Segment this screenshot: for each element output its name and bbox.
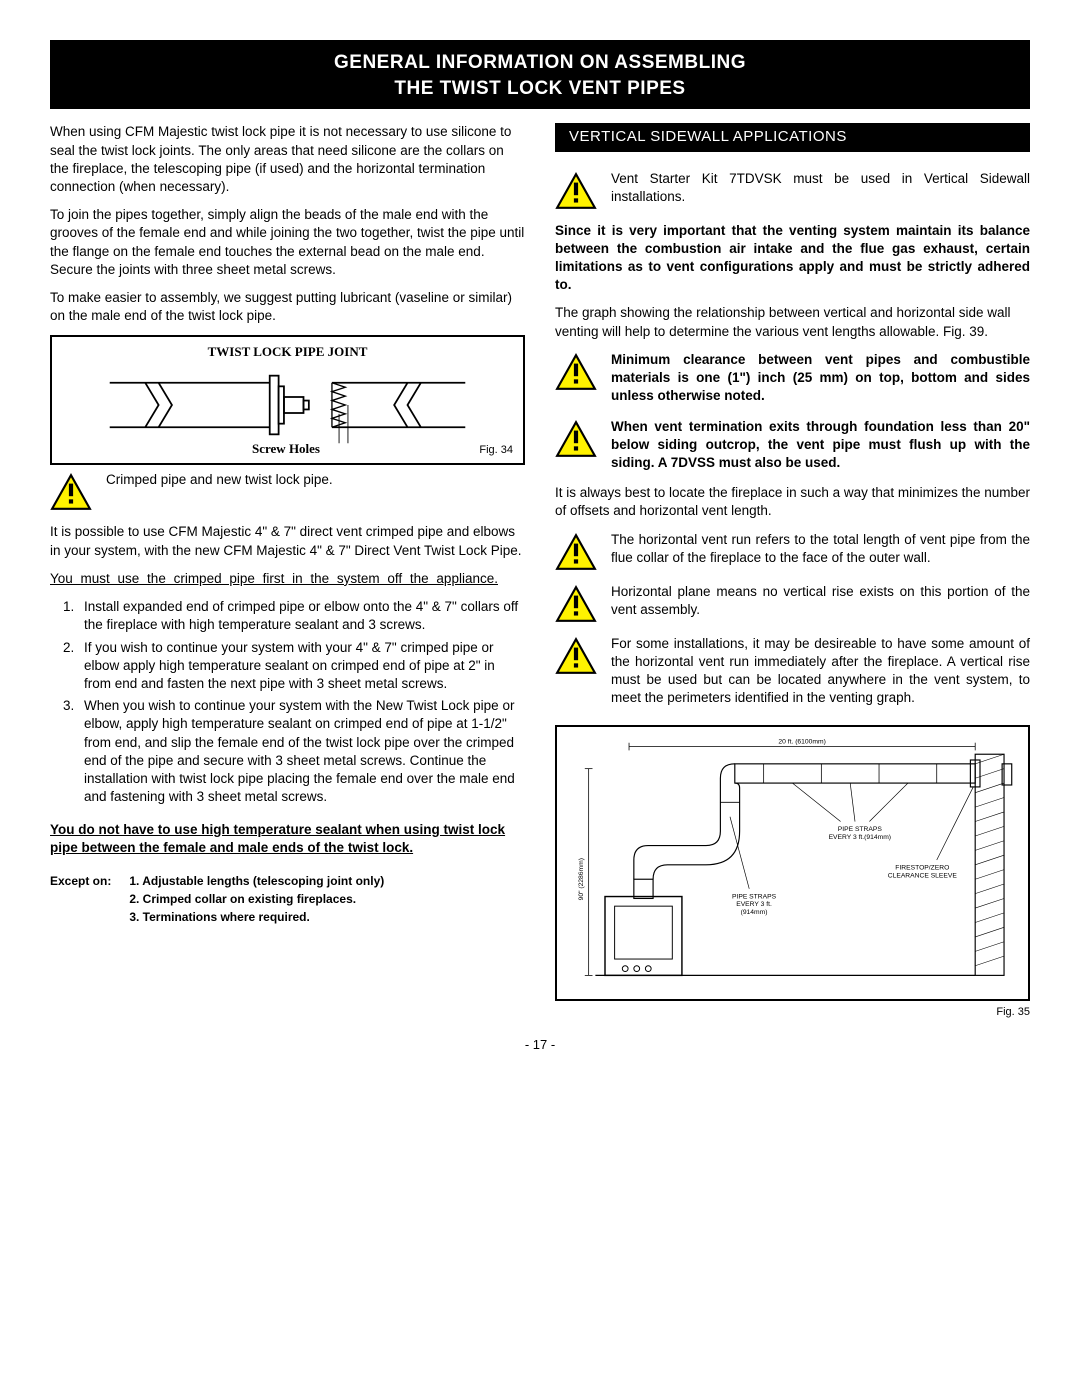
page-number: - 17 - xyxy=(50,1036,1030,1054)
svg-text:PIPE STRAPS: PIPE STRAPS xyxy=(838,827,883,834)
warning-icon xyxy=(555,420,597,458)
warning-text: The horizontal vent run refers to the to… xyxy=(611,531,1030,567)
svg-text:(914mm): (914mm) xyxy=(741,909,768,916)
warning-text: For some installations, it may be desire… xyxy=(611,635,1030,708)
diag-top-dim: 20 ft. (6100mm) xyxy=(778,739,825,746)
body-text-underline: You must use the crimped pipe first in t… xyxy=(50,570,525,588)
title-line-1: GENERAL INFORMATION ON ASSEMBLING xyxy=(334,52,746,73)
body-text-bold-underline: You do not have to use high temperature … xyxy=(50,821,525,857)
warning-icon xyxy=(50,473,92,511)
figure-34-label: Fig. 34 xyxy=(479,443,513,458)
svg-text:PIPE STRAPS: PIPE STRAPS xyxy=(732,894,777,901)
diagram-title: TWIST LOCK PIPE JOINT xyxy=(58,343,517,361)
figure-35-label: Fig. 35 xyxy=(555,1005,1030,1020)
list-item: If you wish to continue your system with… xyxy=(78,639,525,694)
except-item: 1. Adjustable lengths (telescoping joint… xyxy=(129,873,384,889)
warning-text: When vent termination exits through foun… xyxy=(611,418,1030,473)
warning-icon xyxy=(555,353,597,391)
svg-text:CLEARANCE SLEEVE: CLEARANCE SLEEVE xyxy=(888,873,958,880)
except-item: 2. Crimped collar on existing fireplaces… xyxy=(129,891,384,907)
vertical-sidewall-header: VERTICAL SIDEWALL APPLICATIONS xyxy=(555,123,1030,151)
screw-holes-label: Screw Holes xyxy=(252,440,320,458)
vent-routing-diagram: 20 ft. (6100mm) 90" (2286mm) xyxy=(555,725,1030,1000)
warning-text: Crimped pipe and new twist lock pipe. xyxy=(106,471,525,489)
twist-lock-diagram: TWIST LOCK PIPE JOINT xyxy=(50,335,525,465)
exception-block: Except on: 1. Adjustable lengths (telesc… xyxy=(50,873,525,926)
warning-icon xyxy=(555,585,597,623)
vent-routing-svg: 20 ft. (6100mm) 90" (2286mm) xyxy=(565,735,1020,985)
body-text: When using CFM Majestic twist lock pipe … xyxy=(50,123,525,196)
svg-text:FIRESTOP/ZERO: FIRESTOP/ZERO xyxy=(895,865,949,872)
list-item: Install expanded end of crimped pipe or … xyxy=(78,598,525,634)
title-line-2: THE TWIST LOCK VENT PIPES xyxy=(394,78,685,99)
right-column: VERTICAL SIDEWALL APPLICATIONS Vent Star… xyxy=(555,123,1030,1019)
except-item: 3. Terminations where required. xyxy=(129,909,384,925)
except-label: Except on: xyxy=(50,873,111,926)
body-text: The graph showing the relationship betwe… xyxy=(555,304,1030,340)
svg-text:EVERY 3 ft.(914mm): EVERY 3 ft.(914mm) xyxy=(829,834,891,841)
left-column: When using CFM Majestic twist lock pipe … xyxy=(50,123,525,1019)
warning-text: Minimum clearance between vent pipes and… xyxy=(611,351,1030,406)
warning-text: Horizontal plane means no vertical rise … xyxy=(611,583,1030,619)
svg-text:90" (2286mm): 90" (2286mm) xyxy=(578,859,585,901)
body-text: To make easier to assembly, we suggest p… xyxy=(50,289,525,325)
body-text: It is always best to locate the fireplac… xyxy=(555,484,1030,520)
page-title-banner: GENERAL INFORMATION ON ASSEMBLING THE TW… xyxy=(50,40,1030,109)
warning-icon xyxy=(555,172,597,210)
body-text: To join the pipes together, simply align… xyxy=(50,206,525,279)
instruction-list: Install expanded end of crimped pipe or … xyxy=(50,598,525,810)
list-item: When you wish to continue your system wi… xyxy=(78,697,525,806)
warning-icon xyxy=(555,637,597,675)
body-text: It is possible to use CFM Majestic 4" & … xyxy=(50,523,525,559)
body-text-bold: Since it is very important that the vent… xyxy=(555,222,1030,295)
warning-text: Vent Starter Kit 7TDVSK must be used in … xyxy=(611,170,1030,206)
pipe-joint-svg xyxy=(58,365,517,445)
warning-icon xyxy=(555,533,597,571)
svg-text:EVERY 3 ft.: EVERY 3 ft. xyxy=(736,902,772,909)
